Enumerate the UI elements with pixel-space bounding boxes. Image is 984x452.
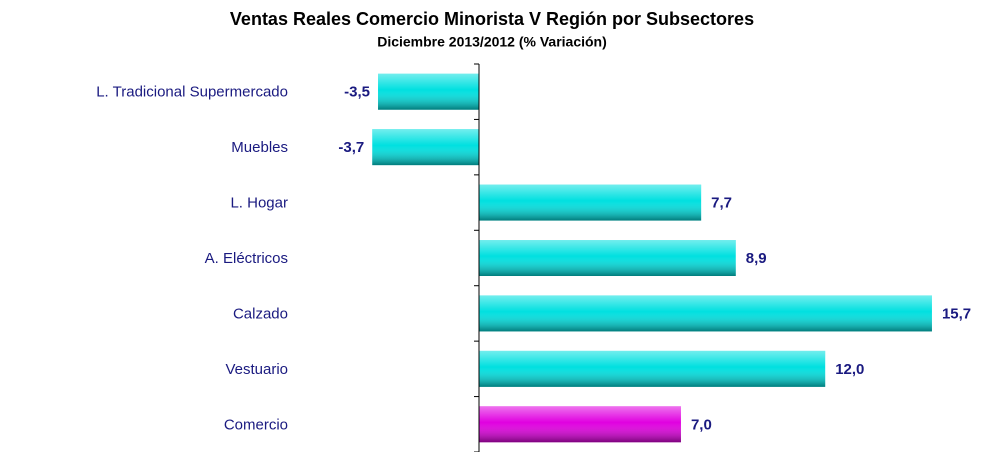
category-label: L. Hogar <box>230 195 288 212</box>
bar-shade <box>479 350 826 387</box>
bar-shade <box>479 184 702 221</box>
data-label: -3,7 <box>338 139 364 156</box>
chart-subtitle: Diciembre 2013/2012 (% Variación) <box>377 34 607 50</box>
bar-shade <box>372 129 479 166</box>
chart-title: Ventas Reales Comercio Minorista V Regió… <box>230 9 754 29</box>
data-label: 8,9 <box>746 250 767 267</box>
category-label: Comercio <box>224 416 288 433</box>
data-label: 15,7 <box>942 305 971 322</box>
bar-shade <box>479 295 932 332</box>
bar-shade <box>479 406 681 443</box>
category-label: L. Tradicional Supermercado <box>96 84 288 101</box>
data-label: 7,7 <box>711 195 732 212</box>
data-label: 7,0 <box>691 416 712 433</box>
bar-shade <box>479 240 736 276</box>
category-label: Muebles <box>231 139 288 156</box>
data-label: 12,0 <box>835 361 864 378</box>
category-label: Calzado <box>233 305 288 322</box>
category-label: A. Eléctricos <box>205 250 288 267</box>
category-label: Vestuario <box>225 361 288 378</box>
bar-shade <box>378 73 479 110</box>
data-label: -3,5 <box>344 84 370 101</box>
